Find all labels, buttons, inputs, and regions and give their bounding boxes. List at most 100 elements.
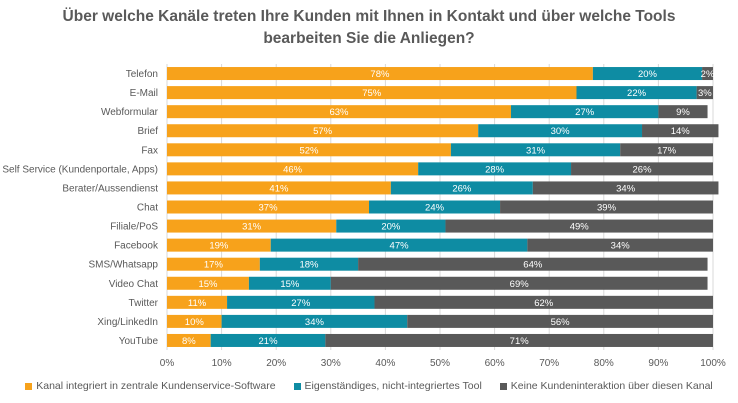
data-label: 27% [291,298,311,309]
data-label: 17% [657,145,677,156]
bar-segment [167,200,370,214]
data-label: 10% [185,317,205,328]
data-label: 49% [570,222,590,233]
data-label: 24% [425,203,445,214]
bar-segment [248,276,331,290]
bar-segment [167,219,337,233]
x-tick-label: 100% [700,358,726,369]
bar-segment [167,86,577,100]
bar-segment [167,162,419,176]
legend-item-integrated: Kanal integriert in zentrale Kundenservi… [25,380,276,392]
bar-segment [167,257,260,271]
data-label: 19% [209,241,229,252]
category-label: Self Service (Kundenportale, Apps) [2,164,158,175]
bar-segment [478,124,643,138]
data-label: 3% [698,88,712,99]
data-label: 47% [390,241,410,252]
data-label: 63% [329,107,349,118]
bar-segment [167,295,228,309]
data-label: 20% [381,222,401,233]
x-tick-label: 80% [594,358,614,369]
bar-segment [167,143,451,157]
category-label: SMS/Whatsapp [89,260,159,271]
data-label: 41% [269,183,289,194]
bar-segment [167,124,479,138]
legend-label-standalone: Eigenständiges, nicht-integriertes Tool [304,380,482,392]
data-label: 62% [534,298,554,309]
data-label: 20% [638,69,658,80]
category-label: Brief [137,126,158,137]
bar-segment [358,257,708,271]
bar-segment [167,67,593,81]
data-label: 37% [259,203,279,214]
category-label: Video Chat [109,279,159,290]
data-label: 34% [305,317,325,328]
data-label: 11% [188,298,207,309]
data-label: 15% [280,279,300,290]
data-label: 69% [510,279,530,290]
category-label: Filiale/PoS [110,222,158,233]
category-label: Fax [141,145,158,156]
data-label: 31% [526,145,546,156]
category-label: Berater/Aussendienst [62,183,158,194]
data-label: 75% [362,88,382,99]
bar-segment [325,333,713,347]
x-tick-label: 20% [266,358,286,369]
chart-legend: Kanal integriert in zentrale Kundenservi… [0,380,738,392]
data-label: 34% [611,241,631,252]
data-label: 2% [701,69,715,80]
category-label: Xing/LinkedIn [97,317,158,328]
x-tick-label: 60% [485,358,505,369]
bar-segment [696,86,713,100]
bar-segment [221,314,408,328]
x-tick-label: 90% [648,358,668,369]
bar-segment [445,219,713,233]
bar-segment [500,200,713,214]
bar-segment [330,276,708,290]
x-tick-label: 40% [375,358,395,369]
legend-swatch-teal [293,382,301,390]
bar-segment [571,162,713,176]
data-label: 14% [671,126,691,137]
data-label: 27% [575,107,595,118]
bar-segment [620,143,713,157]
bar-segment [167,276,249,290]
bar-segment [167,238,271,252]
data-label: 31% [242,222,262,233]
chart-title: Über welche Kanäle treten Ihre Kunden mi… [0,6,738,50]
bar-segment [167,314,222,328]
bar-segment [390,181,533,195]
data-label: 39% [597,203,617,214]
bar-segment [576,86,697,100]
bar-segment [270,238,528,252]
bar-segment [336,219,446,233]
bar-segment [592,67,703,81]
data-label: 18% [299,260,319,271]
x-tick-label: 30% [321,358,341,369]
bar-segment [227,295,375,309]
legend-label-none: Keine Kundeninteraktion über diesen Kana… [510,380,713,392]
data-label: 64% [523,260,543,271]
data-label: 57% [313,126,333,137]
data-label: 71% [510,336,530,347]
bar-segment [642,124,719,138]
data-label: 46% [283,164,303,175]
bar-segment [167,181,391,195]
bar-segment [702,67,713,81]
data-label: 56% [551,317,571,328]
bar-segment [369,200,501,214]
data-label: 17% [204,260,224,271]
chart-title-line-1: Über welche Kanäle treten Ihre Kunden mi… [62,8,676,25]
bar-segment [532,181,719,195]
legend-item-none: Keine Kundeninteraktion über diesen Kana… [499,380,713,392]
bar-segment [658,105,708,119]
x-tick-label: 70% [539,358,559,369]
bar-segment [418,162,572,176]
category-label: Chat [137,203,158,214]
data-label: 22% [627,88,647,99]
bar-segment [450,143,621,157]
data-label: 26% [452,183,472,194]
category-label: YouTube [119,336,159,347]
data-label: 28% [485,164,505,175]
